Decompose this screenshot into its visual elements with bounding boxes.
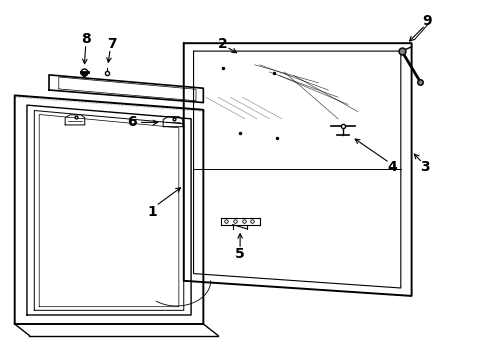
Text: 7: 7 [107, 37, 117, 51]
Text: 3: 3 [420, 161, 430, 174]
Text: 1: 1 [147, 206, 157, 219]
Text: 2: 2 [218, 37, 228, 51]
Text: 6: 6 [127, 116, 137, 129]
Text: 9: 9 [422, 14, 432, 28]
Text: 5: 5 [235, 247, 245, 261]
Text: 8: 8 [81, 32, 91, 46]
Text: 4: 4 [387, 161, 397, 174]
